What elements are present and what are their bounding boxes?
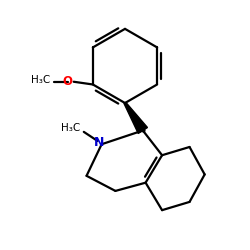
Text: N: N: [94, 136, 104, 148]
Polygon shape: [124, 102, 148, 134]
Text: O: O: [63, 75, 73, 88]
Text: H₃C: H₃C: [61, 123, 80, 133]
Text: H₃C: H₃C: [31, 75, 50, 85]
